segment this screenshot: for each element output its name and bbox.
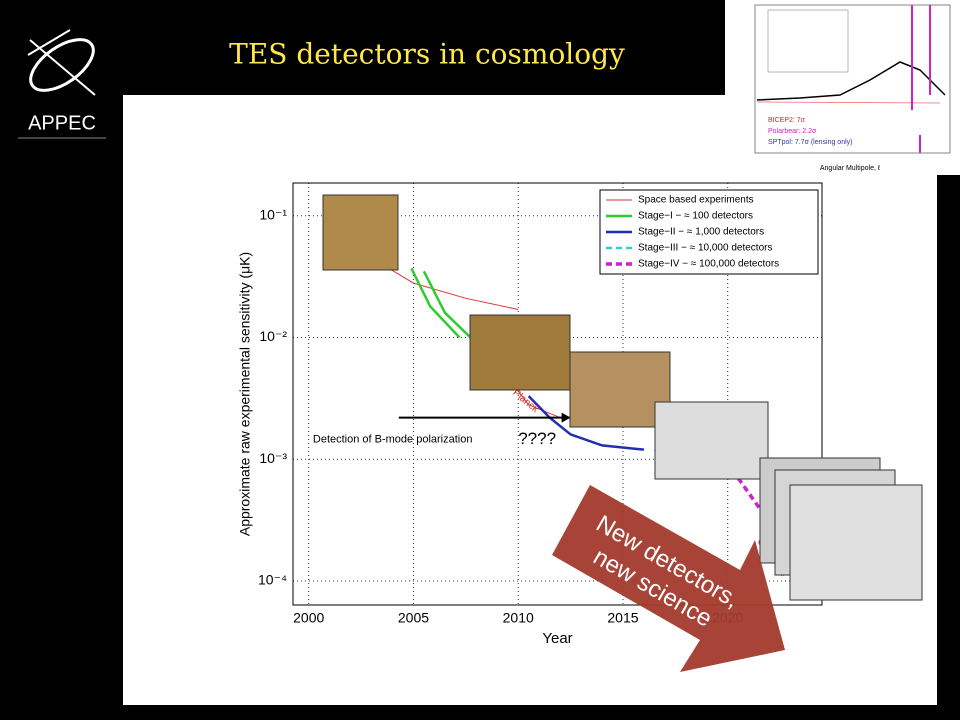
photo (654, 401, 769, 480)
x-tick-label: 2000 (293, 610, 324, 626)
legend-label: Stage−II − ≈ 1,000 detectors (638, 227, 764, 238)
legend-box (599, 189, 819, 275)
series-line (527, 395, 645, 451)
y-tick-label: 10⁻⁴ (258, 572, 287, 588)
slide-title: TES detectors in cosmology (229, 38, 625, 71)
x-tick-label: 2015 (607, 610, 638, 626)
series-line (371, 257, 561, 419)
series-line (410, 267, 478, 345)
x-axis-label: Year (542, 630, 572, 647)
annotation-arrowhead (561, 412, 571, 423)
plot-frame (292, 182, 823, 606)
legend-label: Stage−I − ≈ 100 detectors (638, 211, 753, 222)
logo-text: APPEC (28, 112, 96, 134)
legend-label: Stage−IV − ≈ 100,000 detectors (638, 259, 779, 270)
annotation: Detection of B-mode polarization (313, 434, 473, 446)
plot: 2000200520102015202010⁻¹10⁻²10⁻³10⁻⁴Year… (237, 182, 823, 647)
photo (789, 484, 923, 601)
y-axis-label: Approximate raw experimental sensitivity… (237, 252, 253, 536)
y-tick-label: 10⁻² (259, 328, 287, 344)
arrow (552, 485, 785, 672)
x-tick-label: 2010 (503, 610, 534, 626)
y-tick-label: 10⁻¹ (259, 207, 287, 223)
inset-legend: SPTpol: 7.7σ (lensing only) (768, 139, 852, 146)
series-line (736, 477, 782, 551)
inset-legend: BICEP2: 7σ (768, 117, 806, 124)
legend-label: Stage−III − ≈ 10,000 detectors (638, 243, 772, 254)
inset-x-label: Angular Multipole, ℓ (820, 165, 881, 172)
photo (569, 351, 671, 428)
annotation: ???? (518, 429, 556, 448)
inset-legend: Polarbear: 2.2σ (768, 128, 817, 135)
y-tick-label: 10⁻³ (259, 450, 287, 466)
photo (322, 194, 399, 271)
inset-plot: BICEP2: 7σ Polarbear: 2.2σ SPTpol: 7.7σ … (725, 0, 960, 175)
legend-label: Space based experiments (638, 195, 754, 206)
x-tick-label: 2005 (398, 610, 429, 626)
logo: APPEC (18, 29, 106, 139)
photo (469, 314, 571, 391)
